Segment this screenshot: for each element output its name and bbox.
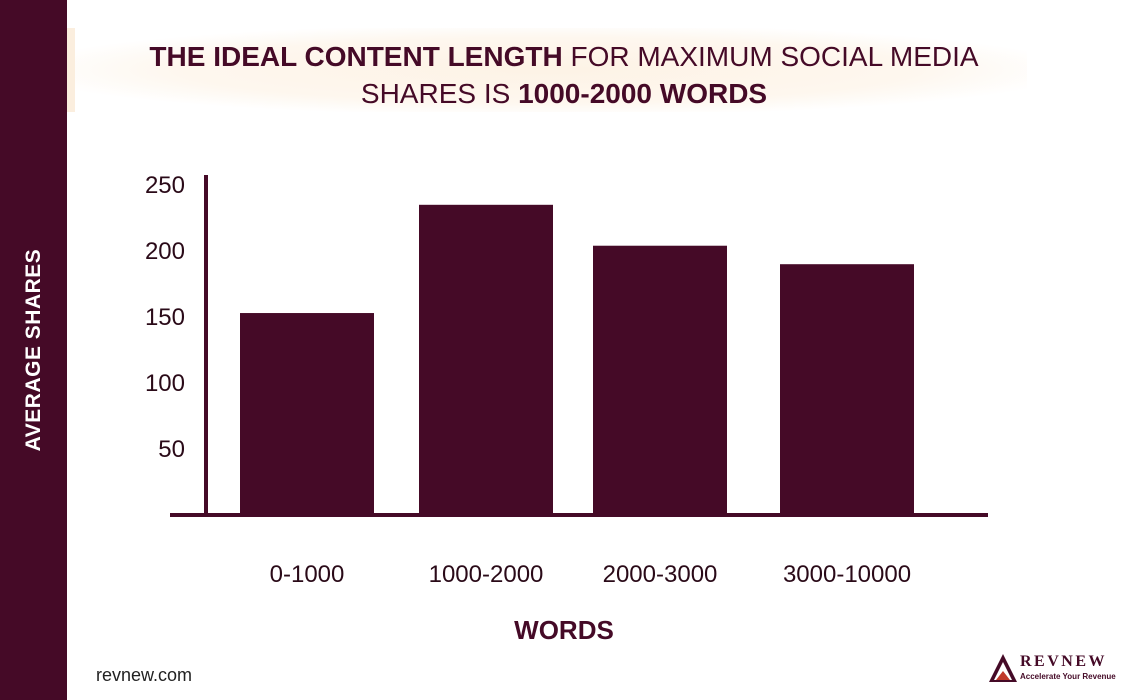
logo-tagline: Accelerate Your Revenue [1020,672,1116,681]
category-label: 0-1000 [270,561,345,588]
bar-2000-3000 [593,245,727,515]
chart-title: The Ideal Content Length for Maximum Soc… [110,38,1018,112]
x-axis-label: WORDS [514,615,614,645]
title-bold-part-1: The Ideal Content Length [149,41,563,72]
category-labels: 0-1000 1000-2000 2000-3000 3000-10000 [270,561,911,588]
category-label: 1000-2000 [429,561,544,588]
category-label: 2000-3000 [603,561,718,588]
y-tick-label: 50 [158,436,185,463]
logo-mountain-icon [989,654,1017,682]
y-tick-label: 150 [145,304,185,331]
revnew-logo: REVNEW Accelerate Your Revenue [988,651,1120,687]
title-bold-part-2: 1000-2000 Words [518,78,768,109]
y-tick-label: 100 [145,370,185,397]
title-accent-bar [67,28,75,112]
logo-wordmark: REVNEW [1020,653,1108,670]
title-highlight [67,28,1027,112]
y-tick-label: 200 [145,238,185,265]
bar-1000-2000 [419,204,553,516]
left-accent-band [0,0,67,700]
title-regular-part: for Maximum Social Media Shares is [360,41,979,109]
y-tick-labels: 50 100 150 200 250 [145,172,185,463]
bar-0-1000 [240,313,374,515]
y-tick-label: 250 [145,172,185,199]
bar-3000-10000 [780,264,914,515]
category-label: 3000-10000 [783,561,911,588]
source-text: revnew.com [96,665,193,685]
bars [240,204,914,516]
